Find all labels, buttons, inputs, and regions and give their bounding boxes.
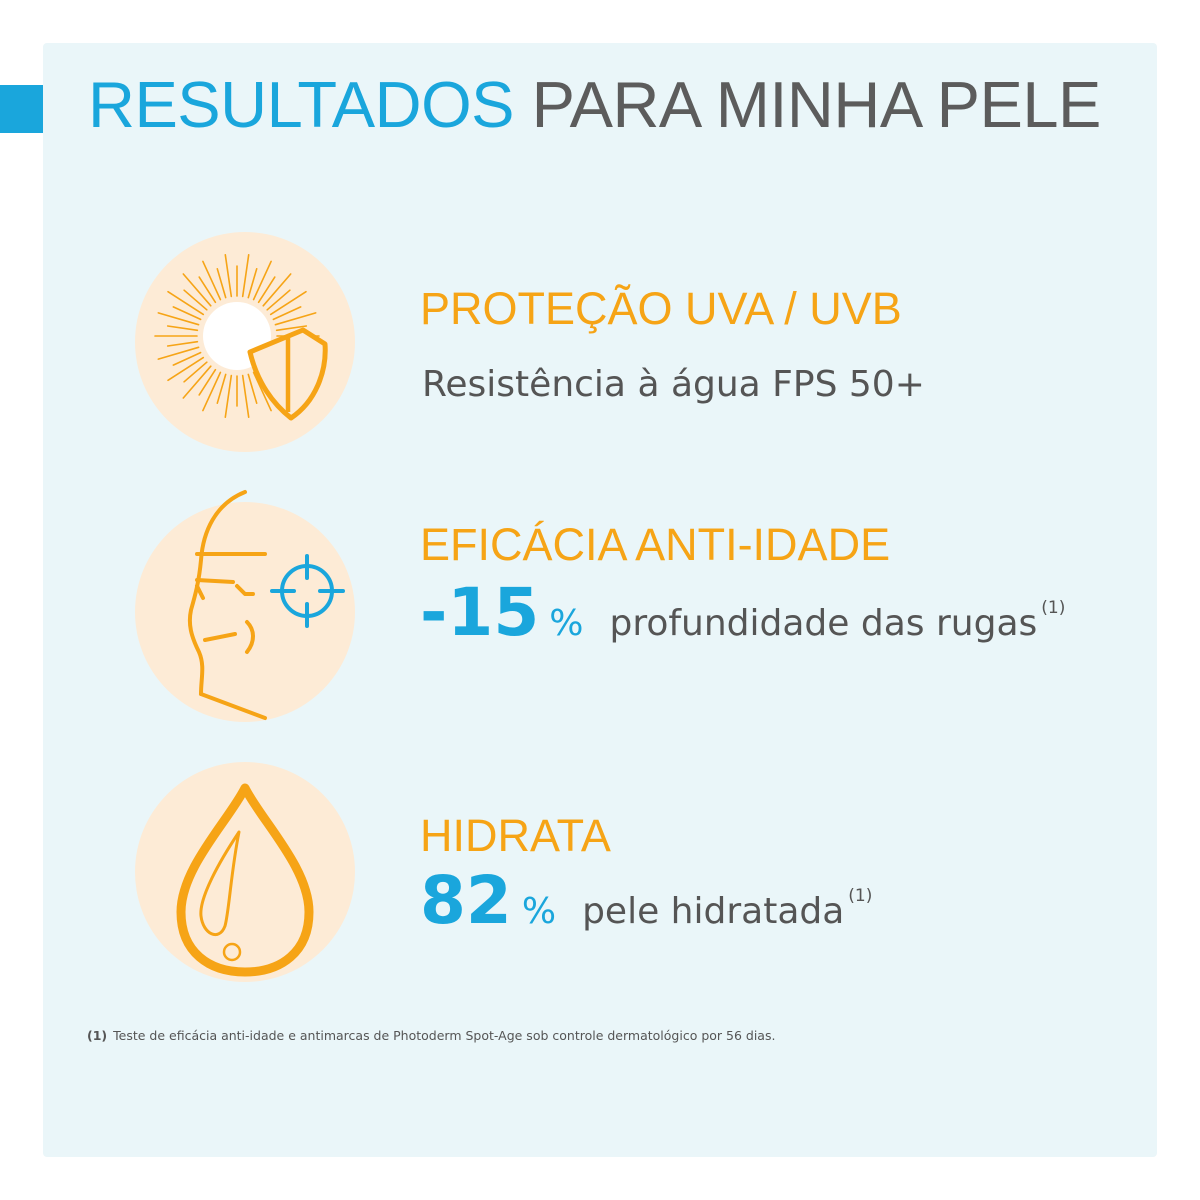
sun-ray xyxy=(269,290,307,316)
sun-ray xyxy=(167,356,205,382)
sun-ray xyxy=(198,368,217,396)
sun-ray xyxy=(166,340,199,347)
sun-ray xyxy=(216,373,227,404)
face-target-icon-graphic xyxy=(187,490,345,720)
sun-ray xyxy=(252,371,272,412)
sun-ray xyxy=(182,365,212,399)
benefit-heading-anti-aging: EFICÁCIA ANTI-IDADE xyxy=(420,519,891,570)
benefit-heading-uv-protection: PROTEÇÃO UVA / UVB xyxy=(420,283,902,334)
sun-ray xyxy=(257,276,276,304)
benefit-description-uv-protection: Resistência à água FPS 50+ xyxy=(422,364,925,405)
benefit-stat-anti-aging: -15 % profundidade das rugas (1) xyxy=(420,580,1065,646)
title-highlight: RESULTADOS xyxy=(88,68,515,141)
benefit-stat-hydration: 82 % pele hidratada (1) xyxy=(420,868,872,934)
stat-unit: % xyxy=(549,603,584,644)
sun-ray xyxy=(247,267,258,299)
sun-ray xyxy=(224,374,233,418)
stat-value: -15 xyxy=(420,574,540,651)
sun-ray xyxy=(183,289,208,311)
sun-ray xyxy=(274,312,317,326)
sun-ray xyxy=(266,289,291,311)
sun-ray xyxy=(202,260,222,301)
footnote-text: Teste de eficácia anti-idade e antimarca… xyxy=(113,1028,776,1043)
sun-ray xyxy=(224,253,233,298)
sun-ray xyxy=(252,260,272,301)
sun-ray xyxy=(157,312,200,326)
sun-ray xyxy=(167,290,205,316)
sun-ray xyxy=(241,253,250,298)
footnote-marker: (1) xyxy=(87,1028,108,1043)
sun-ray xyxy=(275,325,308,332)
footnote-reference: (1) xyxy=(848,886,873,906)
stat-description: profundidade das rugas xyxy=(609,603,1038,644)
sun-ray xyxy=(198,276,217,304)
sun-ray xyxy=(272,306,302,321)
sun-ray xyxy=(247,373,258,404)
sun-shield-icon xyxy=(135,232,355,452)
sun-ray xyxy=(182,273,212,307)
water-drop-icon-graphic xyxy=(176,783,314,977)
sun-ray xyxy=(202,371,222,412)
sun-ray xyxy=(172,351,202,366)
face-target-icon xyxy=(135,490,355,722)
sun-ray xyxy=(172,306,202,321)
page-title: RESULTADOS PARA MINHA PELE xyxy=(88,72,1101,137)
stat-value: 82 xyxy=(420,862,512,939)
sun-ray xyxy=(183,361,208,383)
footnote: (1) Teste de eficácia anti-idade e antima… xyxy=(87,1028,775,1043)
footnote-reference: (1) xyxy=(1041,598,1066,618)
title-rest: PARA MINHA PELE xyxy=(531,68,1102,141)
benefit-heading-hydration: HIDRATA xyxy=(420,810,611,861)
stat-description: pele hidratada xyxy=(582,891,845,932)
stat-unit: % xyxy=(521,891,557,932)
accent-bar xyxy=(0,85,43,133)
water-drop-icon xyxy=(135,762,355,982)
sun-shield-icon-graphic xyxy=(154,253,328,421)
sun-ray xyxy=(216,267,227,299)
sun-ray xyxy=(262,273,292,307)
sun-ray xyxy=(166,325,199,332)
sun-ray xyxy=(157,346,200,360)
sun-ray xyxy=(241,374,250,418)
